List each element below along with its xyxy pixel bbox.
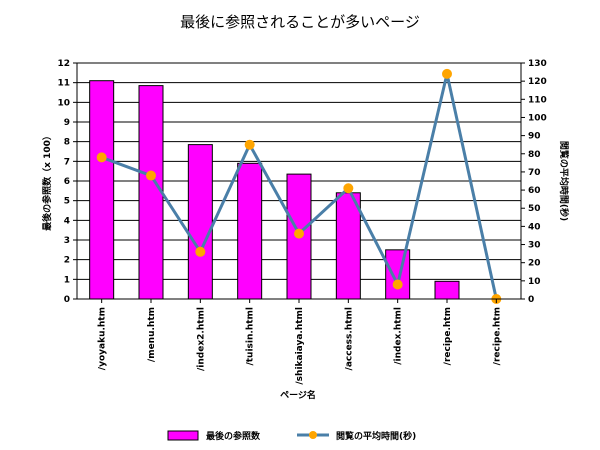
x-tick-label: /menu.htm [147,307,157,362]
x-tick-label: /shikaiaya.html [295,307,305,385]
y2-tick-label: 80 [528,150,541,160]
y2-tick-label: 60 [528,186,541,196]
line-point [392,279,403,290]
y2-tick-label: 120 [528,77,547,87]
x-tick-label: /recipe.htm [443,307,453,365]
legend-line-label: 閲覧の平均時間(秒) [336,430,416,442]
bar-series [89,80,460,300]
y-tick-label: 11 [57,79,70,89]
y-tick-label: 3 [64,236,70,246]
bar [385,249,411,300]
y2-tick-label: 40 [528,222,541,232]
x-tick-label: /access.html [344,307,354,370]
x-tick-label: /index.html [394,307,404,365]
y-tick-label: 0 [64,295,70,305]
line-point [244,139,255,150]
line-point [195,246,206,257]
line-point [294,228,304,239]
y2-tick-label: 90 [528,132,541,142]
line-point [343,183,354,194]
x-tick-label: /tuisin.html [246,307,256,366]
y2-tick-label: 10 [528,277,541,287]
y-tick-label: 4 [64,216,70,226]
y2-tick-label: 130 [528,59,547,69]
y-tick-label: 12 [57,59,70,69]
chart-title: 最後に参照されることが多いページ [180,13,420,31]
legend-bar-label: 最後の参照数 [206,430,261,442]
y-tick-label: 10 [57,98,70,108]
y2-tick-label: 0 [528,295,534,305]
y2-tick-label: 30 [528,241,541,251]
line-series [96,68,502,304]
legend-bar-swatch [167,430,199,441]
bar [335,192,361,300]
y-tick-label: 5 [64,197,70,207]
line-point [96,152,107,163]
y-tick-label: 8 [64,138,70,148]
bar [237,162,263,300]
line-point [146,170,156,181]
y2-tick-label: 100 [528,113,547,123]
y2-tick-label: 50 [528,204,541,214]
bar [434,280,460,300]
line-point [442,68,452,79]
x-tick-label: /yoyaku.htm [98,307,108,370]
y2-axis-label: 閲覧の平均時間(秒) [558,141,570,221]
y-tick-label: 9 [64,118,70,128]
y2-tick-label: 70 [528,168,541,178]
y-tick-label: 1 [64,275,70,285]
bar [138,85,164,300]
x-tick-label: /index2.html [196,307,206,371]
bar [89,80,115,300]
y-tick-label: 6 [64,177,70,187]
axes: 0123456789101112010203040506070809010011… [57,59,546,385]
y2-tick-label: 20 [528,259,541,269]
legend-line-marker [309,431,317,439]
y-axis-label: 最後の参照数（x 100） [41,131,53,231]
y-tick-label: 2 [64,256,70,266]
y2-tick-label: 110 [528,95,547,105]
x-tick-label: /recipe.htm [492,307,502,365]
x-axis-label: ページ名 [280,389,316,401]
bar [187,144,213,300]
legend: 最後の参照数 閲覧の平均時間(秒) [167,430,416,442]
y-tick-label: 7 [64,157,70,167]
